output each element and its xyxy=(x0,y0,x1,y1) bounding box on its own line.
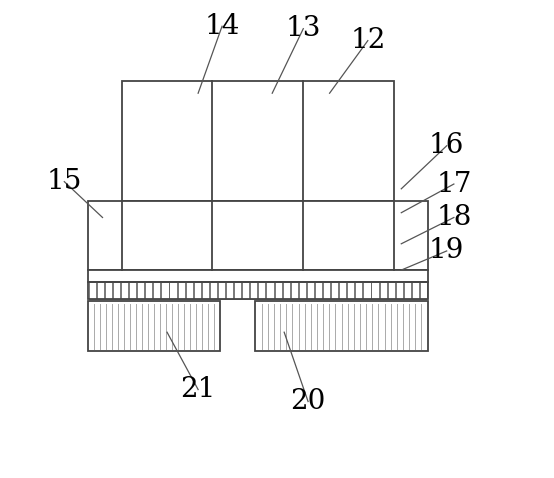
Bar xyxy=(105,282,112,299)
Bar xyxy=(258,282,265,299)
Text: 16: 16 xyxy=(429,132,464,159)
Bar xyxy=(129,282,136,299)
Bar xyxy=(89,282,96,299)
Bar xyxy=(194,282,201,299)
Text: 21: 21 xyxy=(181,376,216,403)
Bar xyxy=(186,282,193,299)
Bar xyxy=(161,282,168,299)
Bar xyxy=(202,282,209,299)
Bar xyxy=(307,282,314,299)
Bar xyxy=(137,282,144,299)
Bar xyxy=(388,282,395,299)
Bar xyxy=(299,282,306,299)
Bar xyxy=(88,270,428,282)
Bar xyxy=(88,301,219,351)
Bar xyxy=(234,282,241,299)
Bar xyxy=(331,282,338,299)
Bar xyxy=(122,81,394,201)
Text: 14: 14 xyxy=(204,13,240,40)
Text: 15: 15 xyxy=(47,168,82,195)
Bar xyxy=(88,282,428,299)
Bar xyxy=(372,282,378,299)
Bar xyxy=(266,282,274,299)
Bar xyxy=(275,282,281,299)
Text: 19: 19 xyxy=(429,238,464,264)
Bar xyxy=(218,282,225,299)
Bar xyxy=(396,282,403,299)
Text: 18: 18 xyxy=(436,204,471,231)
Bar xyxy=(291,282,298,299)
Bar xyxy=(363,282,371,299)
Bar xyxy=(355,282,362,299)
Text: 20: 20 xyxy=(290,388,326,415)
Bar xyxy=(153,282,161,299)
Bar xyxy=(97,282,104,299)
Bar xyxy=(210,282,217,299)
Bar xyxy=(283,282,290,299)
Bar xyxy=(177,282,184,299)
Bar xyxy=(404,282,411,299)
Bar xyxy=(226,282,233,299)
Text: 17: 17 xyxy=(436,171,471,197)
Bar xyxy=(323,282,330,299)
Bar xyxy=(121,282,128,299)
Text: 13: 13 xyxy=(286,15,321,42)
Bar xyxy=(420,282,427,299)
Bar xyxy=(242,282,249,299)
Text: 12: 12 xyxy=(350,27,386,54)
Bar xyxy=(315,282,322,299)
Bar xyxy=(250,282,258,299)
Bar xyxy=(412,282,419,299)
Bar xyxy=(339,282,346,299)
Bar xyxy=(379,282,387,299)
Bar xyxy=(255,301,428,351)
Bar xyxy=(88,201,428,270)
Bar xyxy=(145,282,152,299)
Bar xyxy=(170,282,177,299)
Bar xyxy=(113,282,120,299)
Bar xyxy=(347,282,355,299)
